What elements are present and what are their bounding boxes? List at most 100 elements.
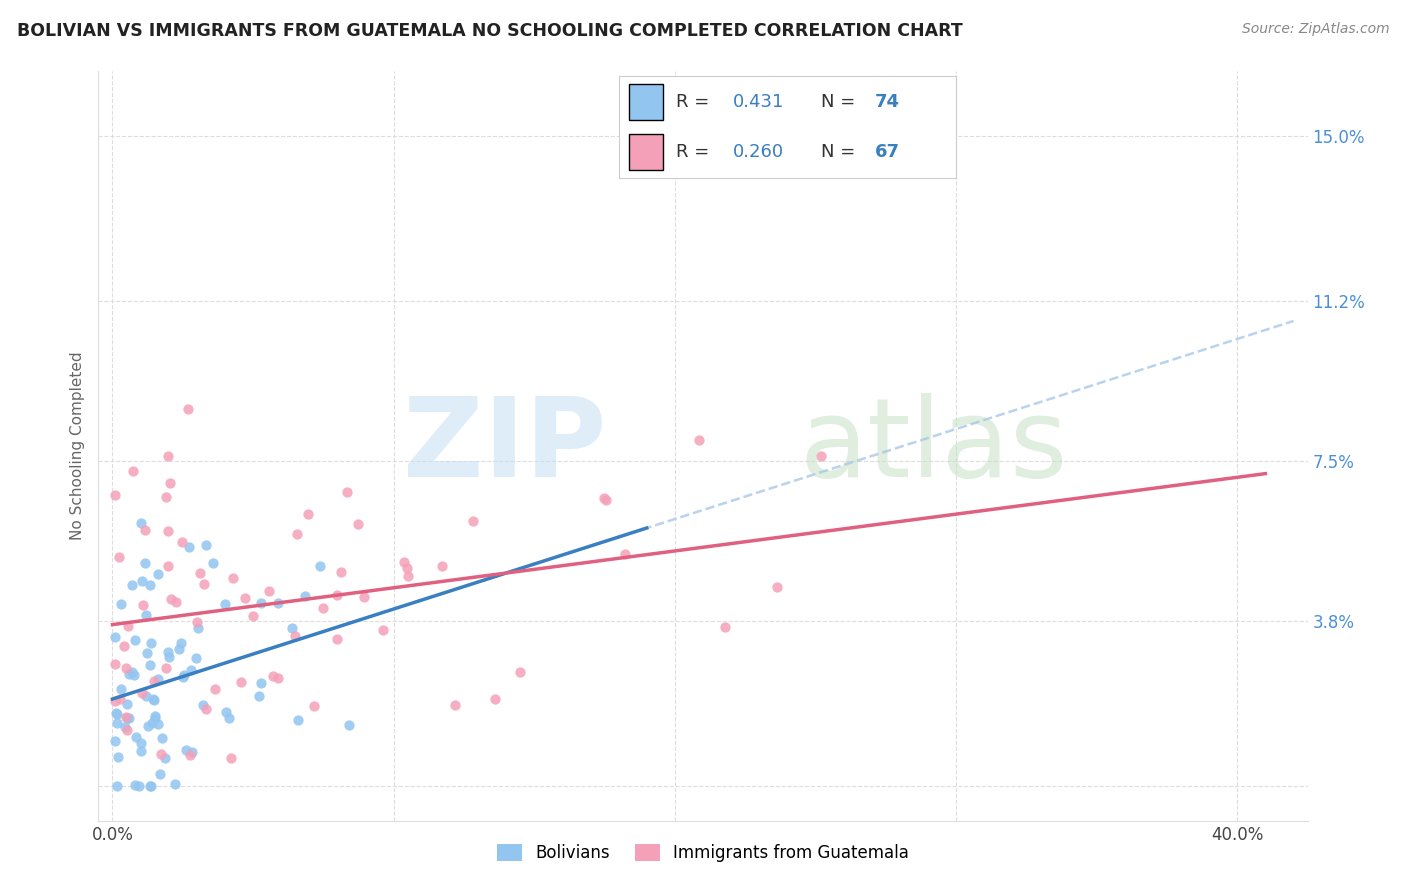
Point xyxy=(392,555,415,569)
Point xyxy=(267,596,290,610)
Point xyxy=(174,743,197,757)
Point xyxy=(294,589,316,603)
Point xyxy=(157,645,180,659)
Point xyxy=(115,710,138,724)
Point xyxy=(149,747,172,762)
Point xyxy=(173,668,195,682)
Point xyxy=(765,580,787,594)
Point xyxy=(221,751,243,765)
Point xyxy=(714,620,737,634)
Point xyxy=(215,705,238,719)
Point xyxy=(188,566,211,581)
Point xyxy=(180,664,202,678)
Point xyxy=(593,491,616,505)
Point xyxy=(233,591,256,605)
Point xyxy=(157,524,180,539)
Point xyxy=(326,632,349,647)
Point xyxy=(105,779,128,793)
Point xyxy=(143,709,166,723)
Point xyxy=(105,716,128,731)
Point xyxy=(335,485,357,500)
Point xyxy=(170,636,193,650)
Point xyxy=(117,723,139,738)
Point xyxy=(218,711,240,725)
Point xyxy=(145,710,167,724)
Point xyxy=(124,632,146,647)
Point xyxy=(121,578,143,592)
Point xyxy=(184,650,207,665)
Point xyxy=(112,639,135,653)
Point xyxy=(149,767,172,781)
Point xyxy=(122,464,145,478)
Text: R =: R = xyxy=(676,144,716,161)
Point xyxy=(395,561,418,575)
Point xyxy=(257,583,280,598)
Text: 67: 67 xyxy=(875,144,900,161)
Point xyxy=(159,475,181,490)
Point xyxy=(304,699,326,714)
Point xyxy=(353,590,375,604)
Point xyxy=(124,778,146,792)
Point xyxy=(139,658,162,673)
Text: R =: R = xyxy=(676,93,716,111)
Point xyxy=(108,550,131,565)
Point xyxy=(104,657,127,671)
Point xyxy=(214,597,236,611)
Point xyxy=(114,661,136,675)
Point xyxy=(179,747,201,762)
Point xyxy=(131,574,153,589)
Point xyxy=(281,621,304,635)
FancyBboxPatch shape xyxy=(628,135,662,170)
Point xyxy=(157,650,180,665)
Point xyxy=(181,745,204,759)
FancyBboxPatch shape xyxy=(628,84,662,120)
Point xyxy=(287,713,309,727)
Point xyxy=(172,535,194,549)
Point xyxy=(262,669,284,683)
Point xyxy=(115,698,138,712)
Point xyxy=(163,777,186,791)
Point xyxy=(128,779,150,793)
Point xyxy=(167,641,190,656)
Point xyxy=(139,577,162,591)
Point xyxy=(191,698,214,713)
Point xyxy=(117,711,139,725)
Point xyxy=(104,693,127,707)
Point xyxy=(461,514,484,528)
Point xyxy=(165,595,187,609)
Text: 74: 74 xyxy=(875,93,900,111)
Point xyxy=(172,670,194,684)
Text: N =: N = xyxy=(821,144,860,161)
Point xyxy=(193,577,215,591)
Point xyxy=(105,707,128,722)
Point xyxy=(156,449,179,463)
Point xyxy=(121,665,143,680)
Point xyxy=(308,558,330,573)
Point xyxy=(143,673,166,688)
Point xyxy=(135,607,157,622)
Point xyxy=(139,779,162,793)
Point xyxy=(132,598,155,612)
Point xyxy=(134,557,156,571)
Point xyxy=(104,631,127,645)
Point xyxy=(104,706,127,720)
Point xyxy=(614,548,637,562)
Point xyxy=(141,716,163,731)
Point xyxy=(337,717,360,731)
Point xyxy=(118,667,141,681)
Point xyxy=(159,592,181,607)
Point xyxy=(688,433,710,447)
Point xyxy=(195,701,218,715)
Point xyxy=(810,450,832,464)
Point xyxy=(125,731,148,745)
Point xyxy=(148,566,170,581)
Text: ZIP: ZIP xyxy=(404,392,606,500)
Point xyxy=(284,629,307,643)
Point xyxy=(250,596,273,610)
Point xyxy=(143,693,166,707)
Point xyxy=(285,526,308,541)
Point xyxy=(117,619,139,633)
Point xyxy=(398,569,420,583)
Point xyxy=(595,493,617,508)
Text: 0.431: 0.431 xyxy=(734,93,785,111)
